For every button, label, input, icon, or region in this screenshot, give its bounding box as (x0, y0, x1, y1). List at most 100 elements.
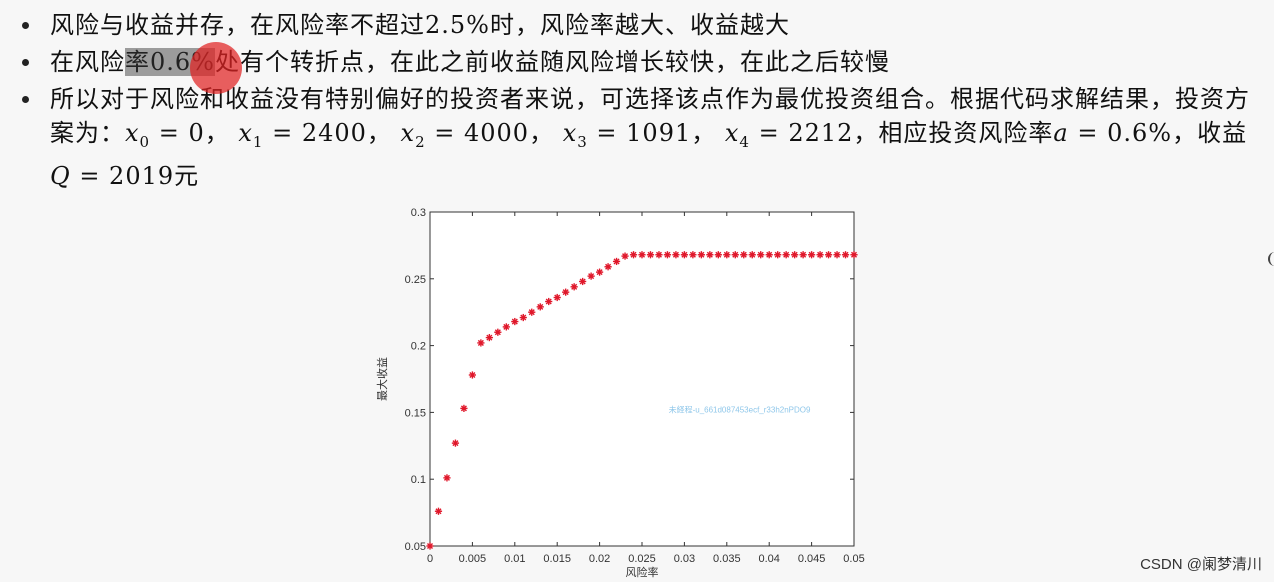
data-point (443, 474, 451, 482)
overlay-text: 未経程-u_661d087453ecf_r33h2nPDO9 (669, 404, 811, 414)
x-tick-label: 0.005 (459, 553, 487, 565)
data-point (596, 268, 604, 276)
bullet-text: 风险与收益并存，在风险率不超过2.5%时，风险率越大、收益越大 (50, 11, 790, 39)
bullet-text: = 2400， (263, 119, 401, 147)
x-tick-label: 0 (427, 553, 433, 565)
data-point (528, 308, 536, 316)
data-point (655, 251, 663, 259)
math-variable: a (1053, 119, 1069, 147)
bullet-item: 所以对于风险和收益没有特别偏好的投资者来说，可选择该点作为最优投资组合。根据代码… (18, 82, 1263, 193)
data-point (579, 277, 587, 286)
math-variable: x (238, 119, 253, 147)
data-point (850, 251, 858, 259)
data-point (774, 251, 782, 259)
bullet-dot-icon (22, 59, 29, 66)
math-subscript: 4 (739, 132, 750, 151)
data-point (748, 251, 756, 259)
data-point (629, 251, 638, 259)
data-point (824, 251, 833, 259)
data-point (799, 251, 807, 259)
x-tick-label: 0.05 (843, 553, 864, 565)
data-point (494, 328, 502, 336)
x-tick-label: 0.02 (589, 553, 610, 565)
data-point (426, 542, 434, 550)
data-point (587, 272, 595, 280)
x-tick-label: 0.03 (674, 553, 695, 565)
pointer-highlight (190, 42, 242, 94)
csdn-watermark: CSDN @阑梦清川 (1140, 556, 1262, 573)
plot-area (429, 211, 855, 547)
data-point (536, 303, 544, 311)
data-point (519, 313, 527, 322)
data-point (451, 439, 460, 447)
bullet-text: = 2019元 (70, 161, 200, 190)
y-tick-label: 0.05 (405, 541, 426, 553)
bullet-dot-icon (22, 96, 29, 103)
bullet-dot-icon (22, 22, 29, 29)
x-tick-label: 0.015 (543, 553, 571, 565)
data-point (485, 333, 493, 342)
data-point (460, 404, 468, 412)
data-point (816, 251, 824, 259)
y-axis-label: 最大收益 (375, 357, 389, 401)
data-point (706, 251, 714, 259)
data-point (502, 323, 510, 331)
data-point (808, 251, 816, 259)
x-axis-label: 风险率 (626, 565, 659, 579)
bullet-text: 在风险 (50, 48, 125, 76)
data-point (638, 251, 646, 259)
data-point (757, 251, 765, 259)
bullet-text: = 0， (150, 119, 239, 147)
math-subscript: 0 (139, 132, 151, 151)
math-subscript: 3 (577, 132, 588, 151)
data-point (553, 293, 561, 302)
data-point (714, 251, 722, 259)
data-point (697, 251, 705, 259)
x-tick-label: 0.035 (713, 553, 741, 565)
y-tick-label: 0.15 (405, 407, 426, 419)
bullet-text: = 4000， (425, 119, 563, 147)
y-tick-label: 0.2 (411, 341, 426, 353)
math-variable: x (125, 119, 140, 147)
data-point (545, 297, 553, 306)
y-tick-label: 0.25 (405, 274, 426, 286)
data-point (663, 251, 672, 259)
x-tick-label: 0.01 (504, 553, 525, 565)
data-point (841, 251, 850, 259)
data-point (621, 252, 629, 260)
math-subscript: 2 (415, 132, 426, 151)
data-point (562, 288, 570, 296)
data-point (740, 251, 748, 259)
data-point (782, 251, 790, 259)
data-point (723, 251, 731, 259)
data-point (731, 251, 739, 259)
x-tick-label: 0.04 (758, 553, 779, 565)
bullet-text: = 2212，相应投资风险率 (749, 119, 1054, 147)
bullet-list: 风险与收益并存，在风险率不超过2.5%时，风险率越大、收益越大 在风险率0.6%处… (18, 8, 1263, 193)
y-tick-label: 0.3 (411, 207, 426, 219)
math-variable: x (562, 119, 578, 147)
math-variable: x (724, 119, 740, 147)
data-point (477, 339, 485, 347)
x-tick-label: 0.045 (798, 553, 826, 565)
math-variable: Q (50, 161, 71, 190)
bullet-text: = 1091， (587, 119, 725, 147)
y-tick-label: 0.1 (411, 474, 426, 486)
data-point (680, 251, 688, 259)
risk-return-chart: 0 0.005 0.01 0.015 0.02 0.025 0.03 0.035 0.04 0.0… (375, 207, 865, 579)
data-point (468, 371, 476, 379)
bullet-item: 风险与收益并存，在风险率不超过2.5%时，风险率越大、收益越大 (18, 8, 1263, 42)
data-point (672, 251, 680, 259)
data-point (791, 251, 799, 259)
edge-mark (1268, 252, 1274, 266)
data-point (434, 507, 443, 515)
bullet-text: = 0.6%，收益 (1068, 119, 1248, 147)
data-point (511, 317, 519, 326)
data-point (689, 251, 697, 259)
math-variable: x (400, 119, 416, 147)
data-point (765, 251, 773, 259)
data-point (646, 251, 655, 259)
math-subscript: 1 (252, 132, 264, 151)
bullet-text: 处有个转折点，在此之前收益随风险增长较快，在此之后较慢 (214, 48, 890, 76)
data-point (612, 257, 621, 266)
